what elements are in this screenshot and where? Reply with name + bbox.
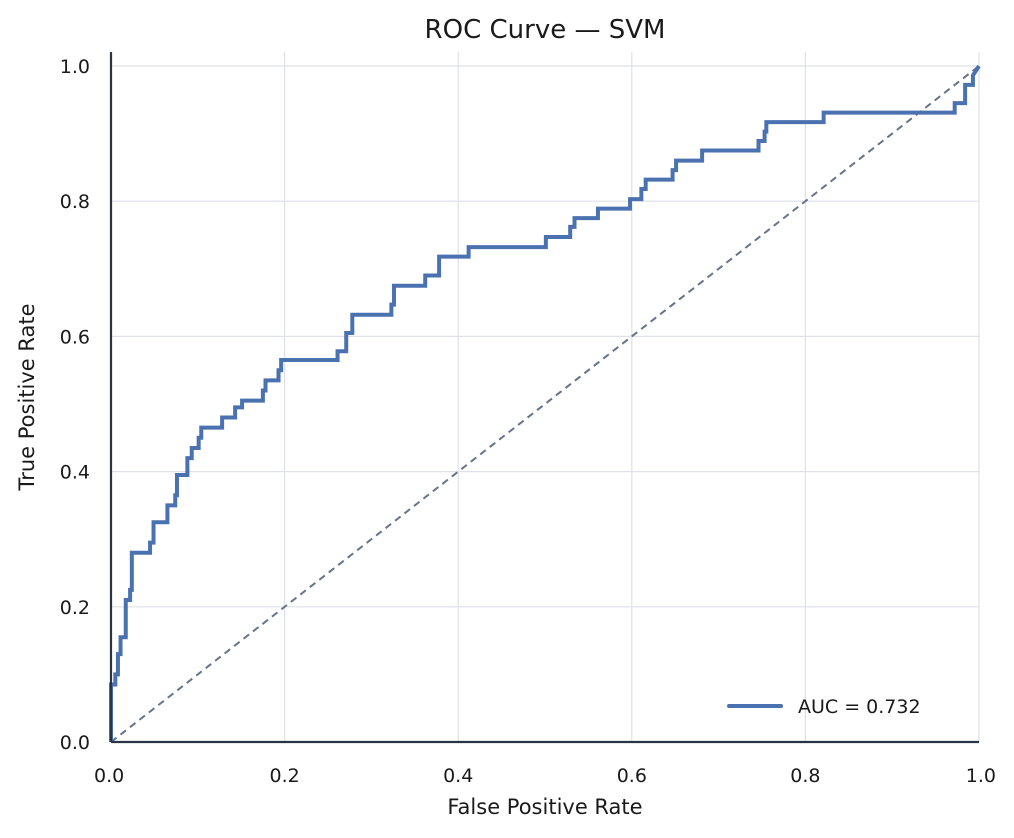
y-axis-label: True Positive Rate [15, 303, 39, 491]
chance-line [110, 65, 980, 743]
series-layer [109, 64, 981, 743]
y-tick-label: 0.4 [60, 462, 90, 484]
legend: AUC = 0.732 [727, 696, 921, 718]
x-tick-labels: 0.0 0.2 0.4 0.6 0.8 1.0 [94, 765, 996, 787]
x-tick-label: 1.0 [966, 765, 996, 787]
y-tick-label: 0.6 [60, 326, 90, 348]
x-tick-label: 0.6 [617, 765, 647, 787]
roc-curve-line [109, 64, 981, 742]
y-tick-label: 0.0 [60, 732, 90, 754]
y-tick-label: 0.2 [60, 597, 90, 619]
y-tick-label: 0.8 [60, 191, 90, 213]
x-tick-label: 0.0 [94, 765, 124, 787]
y-tick-label: 1.0 [60, 56, 90, 78]
grid-lines [110, 52, 980, 743]
x-tick-label: 0.8 [790, 765, 820, 787]
axes [109, 52, 979, 744]
x-tick-label: 0.4 [443, 765, 473, 787]
x-axis-label: False Positive Rate [447, 795, 642, 819]
x-tick-label: 0.2 [269, 765, 299, 787]
y-tick-labels: 0.0 0.2 0.4 0.6 0.8 1.0 [60, 56, 90, 754]
legend-label: AUC = 0.732 [798, 696, 921, 718]
chart-title: ROC Curve — SVM [425, 15, 666, 45]
